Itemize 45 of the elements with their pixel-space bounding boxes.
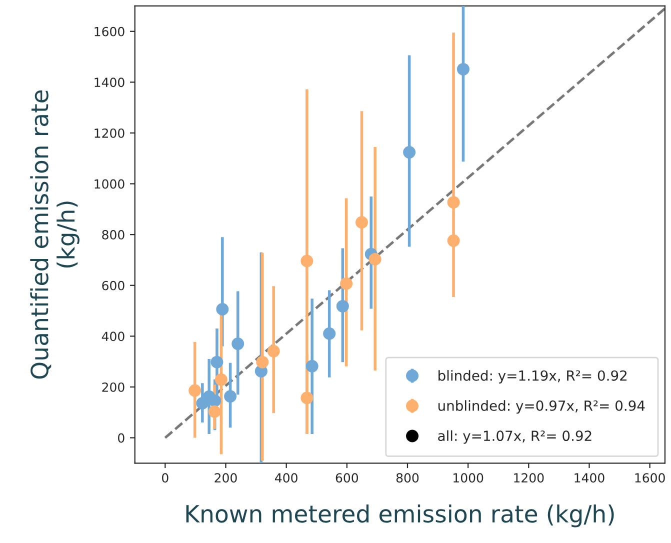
point — [256, 356, 269, 368]
point — [403, 146, 416, 159]
legend-label: blinded: y=1.19x, R²= 0.92 — [438, 370, 627, 384]
point — [447, 234, 460, 247]
point — [340, 277, 353, 290]
x-tick-label: 800 — [396, 473, 419, 483]
y-tick-label: 200 — [102, 382, 124, 392]
x-tick-label: 1200 — [514, 473, 544, 483]
x-tick-label: 1000 — [454, 473, 484, 483]
point — [267, 344, 280, 358]
y-axis-title: Quantified emission rate (kg/h) — [30, 90, 80, 379]
point — [300, 392, 314, 404]
point — [336, 300, 349, 312]
point — [210, 356, 224, 368]
x-axis-title: Known metered emission rate (kg/h) — [186, 504, 614, 528]
point — [323, 327, 336, 340]
x-tick-label: 1400 — [574, 473, 604, 483]
x-tick-label: 200 — [214, 473, 237, 483]
y-tick-label: 400 — [102, 332, 124, 342]
point — [208, 405, 221, 418]
point — [208, 394, 222, 407]
point — [300, 254, 314, 268]
point — [356, 216, 368, 229]
y-tick-label: 1600 — [94, 26, 124, 36]
y-tick-label: 1400 — [94, 78, 124, 88]
x-tick-label: 1600 — [635, 473, 665, 483]
x-tick-label: 400 — [275, 473, 298, 483]
point — [216, 303, 229, 316]
y-tick-label: 0 — [118, 433, 124, 443]
y-tick-label: 800 — [102, 230, 124, 240]
y-tick-label: 1000 — [94, 179, 124, 189]
point — [224, 390, 237, 403]
point — [368, 252, 382, 266]
x-tick-label: 600 — [336, 473, 358, 483]
point — [214, 373, 228, 386]
point — [456, 62, 470, 76]
x-tick-label: 0 — [162, 473, 168, 483]
y-tick-label: 1200 — [94, 128, 124, 138]
y-tick-label: 600 — [102, 280, 124, 290]
point — [447, 196, 460, 209]
legend-label: unblinded: y=0.97x, R²= 0.94 — [438, 400, 645, 414]
point — [188, 384, 202, 397]
legend-label: all: y=1.07x, R²= 0.92 — [438, 430, 592, 444]
point — [306, 360, 318, 372]
point — [232, 338, 244, 350]
